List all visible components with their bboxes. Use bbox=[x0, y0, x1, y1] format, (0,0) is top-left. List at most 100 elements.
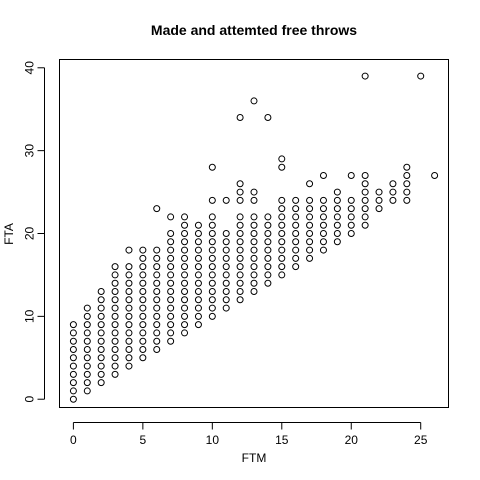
data-point bbox=[83, 379, 91, 387]
data-point bbox=[319, 196, 327, 204]
data-point bbox=[278, 230, 286, 237]
data-point bbox=[153, 279, 161, 287]
data-point bbox=[83, 370, 91, 378]
data-point bbox=[181, 304, 189, 312]
data-point bbox=[139, 288, 147, 295]
data-point bbox=[125, 246, 133, 254]
data-point bbox=[167, 329, 175, 337]
data-point bbox=[208, 254, 216, 262]
data-point bbox=[181, 246, 189, 254]
x-tick-label: 10 bbox=[206, 433, 220, 447]
data-point bbox=[125, 354, 133, 362]
data-point bbox=[111, 304, 119, 312]
data-point bbox=[194, 296, 202, 304]
data-point bbox=[167, 230, 175, 237]
data-point bbox=[347, 213, 355, 221]
data-point bbox=[236, 296, 244, 304]
data-point bbox=[97, 329, 105, 337]
data-point bbox=[222, 288, 230, 295]
data-point bbox=[236, 271, 244, 279]
data-point bbox=[222, 271, 230, 279]
data-point bbox=[222, 296, 230, 304]
x-axis: 0 5 10 15 20 25 bbox=[70, 422, 428, 447]
data-point bbox=[167, 296, 175, 304]
data-point bbox=[97, 304, 105, 312]
data-point bbox=[97, 288, 105, 295]
data-point bbox=[69, 370, 77, 378]
data-point bbox=[139, 329, 147, 337]
data-point bbox=[181, 213, 189, 221]
data-point bbox=[97, 346, 105, 353]
data-point bbox=[250, 221, 258, 229]
data-point bbox=[417, 72, 425, 80]
data-point bbox=[361, 205, 369, 213]
data-point bbox=[222, 238, 230, 246]
data-point bbox=[181, 312, 189, 320]
data-point bbox=[347, 221, 355, 229]
data-point bbox=[333, 238, 341, 246]
data-point bbox=[97, 354, 105, 362]
data-point bbox=[83, 321, 91, 329]
data-point bbox=[153, 337, 161, 345]
data-point bbox=[139, 296, 147, 304]
data-point bbox=[111, 346, 119, 353]
data-point bbox=[181, 254, 189, 262]
data-point bbox=[292, 246, 300, 254]
data-point bbox=[306, 238, 314, 246]
data-point bbox=[97, 321, 105, 329]
data-point bbox=[181, 279, 189, 287]
data-point bbox=[111, 362, 119, 370]
data-point bbox=[208, 196, 216, 204]
data-point bbox=[83, 312, 91, 320]
data-point bbox=[278, 213, 286, 221]
data-point bbox=[306, 213, 314, 221]
data-point bbox=[319, 172, 327, 179]
data-point bbox=[222, 230, 230, 237]
data-point bbox=[181, 221, 189, 229]
data-point bbox=[194, 263, 202, 271]
data-point bbox=[111, 321, 119, 329]
data-point bbox=[97, 370, 105, 378]
data-point bbox=[236, 196, 244, 204]
data-point bbox=[264, 246, 272, 254]
data-point bbox=[278, 271, 286, 279]
data-point bbox=[167, 246, 175, 254]
data-point bbox=[167, 238, 175, 246]
data-point bbox=[333, 196, 341, 204]
data-point bbox=[181, 230, 189, 237]
data-point bbox=[69, 354, 77, 362]
data-point bbox=[278, 205, 286, 213]
data-point bbox=[167, 213, 175, 221]
data-point bbox=[111, 279, 119, 287]
data-point bbox=[264, 279, 272, 287]
data-point bbox=[361, 196, 369, 204]
data-point bbox=[319, 221, 327, 229]
data-point bbox=[97, 337, 105, 345]
data-point bbox=[264, 230, 272, 237]
data-point bbox=[333, 221, 341, 229]
data-point bbox=[167, 321, 175, 329]
data-point bbox=[292, 221, 300, 229]
data-point bbox=[153, 263, 161, 271]
data-point bbox=[278, 221, 286, 229]
data-point bbox=[278, 263, 286, 271]
data-point bbox=[208, 238, 216, 246]
data-point bbox=[139, 304, 147, 312]
data-point bbox=[403, 188, 411, 196]
data-point bbox=[236, 238, 244, 246]
data-point bbox=[208, 312, 216, 320]
data-point bbox=[208, 296, 216, 304]
data-point bbox=[306, 196, 314, 204]
x-tick-label: 0 bbox=[70, 433, 77, 447]
data-point bbox=[69, 379, 77, 387]
data-point bbox=[69, 395, 77, 403]
data-point bbox=[361, 72, 369, 80]
data-point bbox=[347, 172, 355, 179]
data-point bbox=[97, 379, 105, 387]
data-point bbox=[292, 213, 300, 221]
data-point bbox=[139, 263, 147, 271]
data-point bbox=[181, 329, 189, 337]
data-point bbox=[111, 370, 119, 378]
data-point bbox=[236, 279, 244, 287]
data-point bbox=[278, 246, 286, 254]
